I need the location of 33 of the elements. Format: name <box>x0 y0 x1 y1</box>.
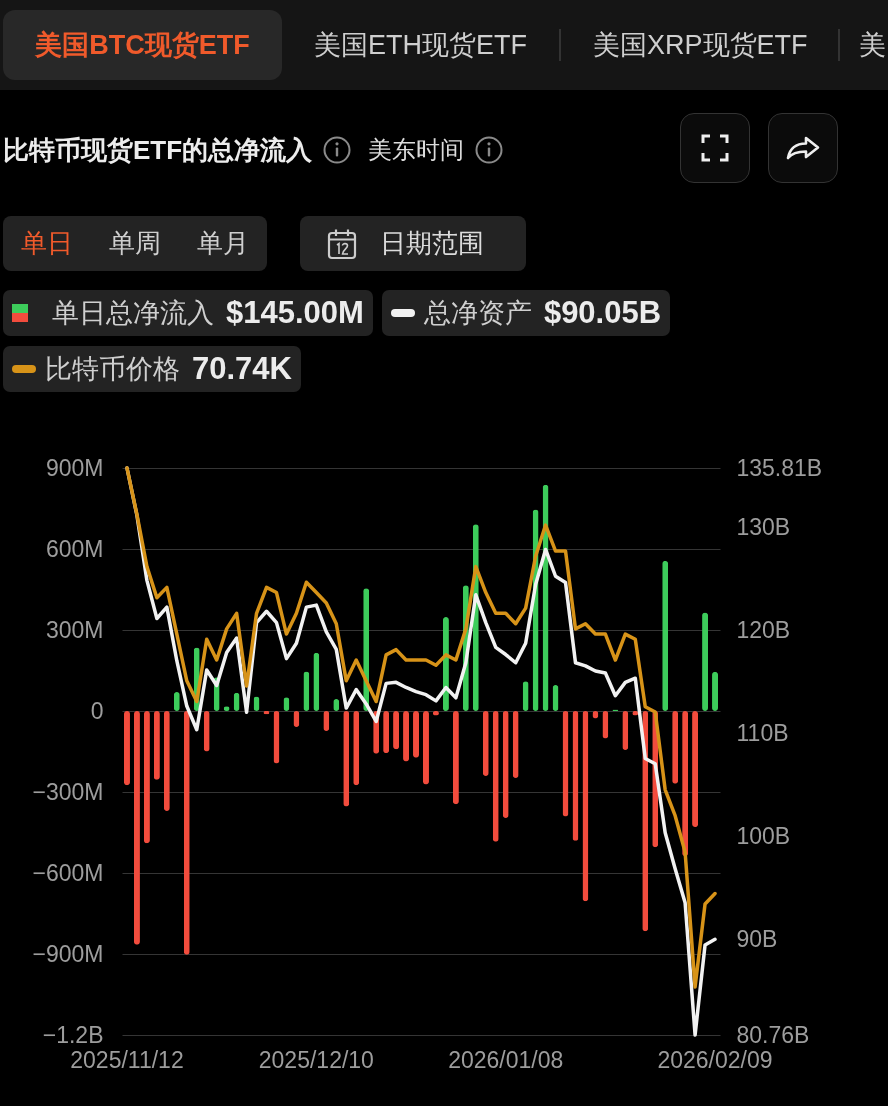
date-range-button: 日期范围 <box>300 216 526 271</box>
chart-subtitle: 美东时间 <box>368 135 465 165</box>
x-tick-label: 2026/01/08 <box>448 1046 564 1073</box>
text: $90.05B <box>543 295 662 331</box>
x-tick-label: 2025/12/10 <box>258 1046 374 1073</box>
y-tick-label: 0 <box>90 697 104 724</box>
x-tick-label: 2026/02/09 <box>657 1046 773 1073</box>
chart-title: 比特币现货ETF的总净流入 <box>3 133 313 167</box>
y2-tick-label: 130B <box>736 514 791 541</box>
tab: 美国BTC现货ETF <box>3 10 282 80</box>
y2-tick-label: 90B <box>736 926 778 953</box>
y-tick-label: −600M <box>32 859 104 886</box>
y2-tick-label: 100B <box>736 823 791 850</box>
text: 美 <box>859 29 886 62</box>
text: 70.74K <box>192 351 292 387</box>
y-tick-label: −900M <box>32 940 104 967</box>
y2-tick-label: 120B <box>736 617 791 644</box>
legend-label: 总净资产 <box>423 297 532 330</box>
x-tick-label: 2025/11/12 <box>70 1046 184 1073</box>
y-tick-label: −300M <box>32 778 104 805</box>
segmented-control: 单日 单周 单月 <box>3 216 267 271</box>
legend-label: 比特币价格 <box>45 353 180 386</box>
y-tick-label: 600M <box>45 535 104 562</box>
y2-tick-label: 110B <box>736 720 789 747</box>
y-tick-label: −1.2B <box>42 1021 104 1048</box>
y-tick-label: 900M <box>45 454 104 481</box>
text: 美国XRP现货ETF <box>593 29 808 62</box>
y-tick-label: 300M <box>45 616 104 643</box>
legend-label: 单日总净流入 <box>52 297 214 330</box>
text: 美国ETH现货ETF <box>314 29 527 62</box>
text: $145.00M <box>226 295 364 331</box>
y2-tick-label: 135.81B <box>736 454 823 481</box>
y2-tick-label: 80.76B <box>736 1021 810 1048</box>
